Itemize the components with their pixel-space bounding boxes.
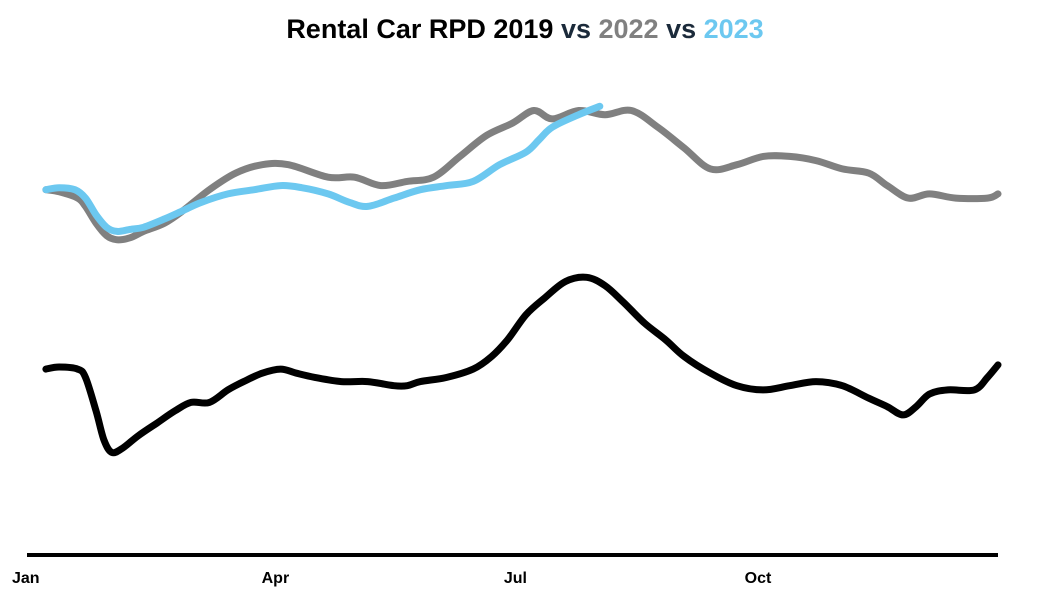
chart-title: Rental Car RPD 2019 vs 2022 vs 2023 bbox=[0, 14, 1050, 45]
x-tick-label-jul: Jul bbox=[504, 570, 527, 587]
title-vs-2: vs bbox=[658, 14, 704, 44]
series-line-2019 bbox=[42, 273, 1002, 457]
series-line-2022 bbox=[42, 106, 1002, 244]
series-layer bbox=[42, 102, 1002, 457]
title-part-2019: Rental Car RPD 2019 bbox=[286, 14, 554, 44]
series-line-2023 bbox=[42, 102, 604, 235]
x-tick-label-jan: Jan bbox=[12, 570, 40, 587]
x-tick-label-oct: Oct bbox=[745, 570, 772, 587]
title-part-2022: 2022 bbox=[598, 14, 659, 44]
x-tick-label-apr: Apr bbox=[262, 570, 290, 587]
x-tick-layer: Jan Apr Jul Oct bbox=[12, 570, 772, 587]
title-vs-1: vs bbox=[553, 14, 599, 44]
title-part-2023: 2023 bbox=[703, 14, 764, 44]
